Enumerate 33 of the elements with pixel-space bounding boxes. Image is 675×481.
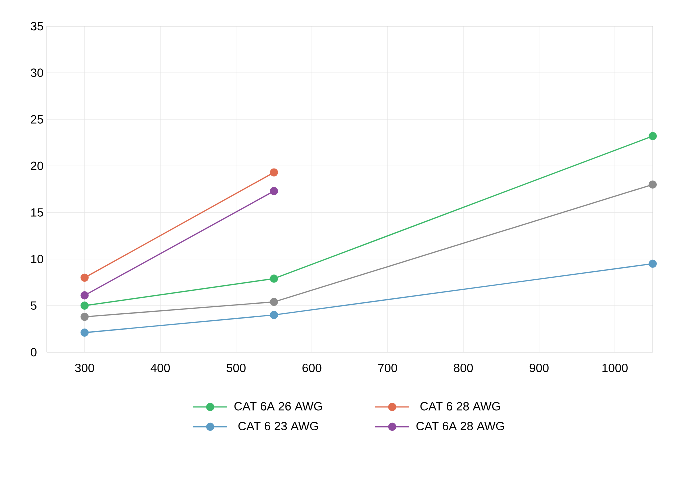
point xyxy=(80,292,89,300)
y-tick-label: 15 xyxy=(31,208,44,217)
x-tick-label: 600 xyxy=(302,364,322,372)
point xyxy=(648,260,658,268)
legend-label: CAT 6A 26 AWG xyxy=(234,402,322,411)
point xyxy=(270,298,278,306)
point xyxy=(80,312,89,322)
point xyxy=(648,132,658,140)
point xyxy=(270,168,278,177)
x-tick-label: 700 xyxy=(378,364,398,372)
legend-label: CAT 6 23 AWG xyxy=(238,422,318,431)
point xyxy=(648,180,658,189)
y-tick-label: 35 xyxy=(31,22,44,31)
point xyxy=(80,274,89,282)
y-tick-label: 5 xyxy=(31,302,37,310)
x-tick-label: 400 xyxy=(150,364,170,372)
x-tick-label: 800 xyxy=(454,364,474,372)
y-tick-label: 25 xyxy=(31,115,44,124)
x-tick-label: 300 xyxy=(75,364,94,372)
legend-label: CAT 6A 28 AWG xyxy=(416,422,504,431)
point xyxy=(270,187,278,196)
y-tick-label: 30 xyxy=(31,68,44,78)
point xyxy=(270,274,278,283)
point xyxy=(270,311,278,320)
y-tick-label: 20 xyxy=(31,162,44,170)
y-tick-label: 10 xyxy=(31,255,44,264)
point xyxy=(80,302,89,310)
x-tick-label: 900 xyxy=(530,364,549,372)
x-tick-label: 500 xyxy=(226,364,246,372)
legend-label: CAT 6 28 AWG xyxy=(420,402,500,411)
x-tick-label: 1000 xyxy=(602,364,628,372)
point xyxy=(80,328,89,337)
y-tick-label: 0 xyxy=(31,348,37,357)
